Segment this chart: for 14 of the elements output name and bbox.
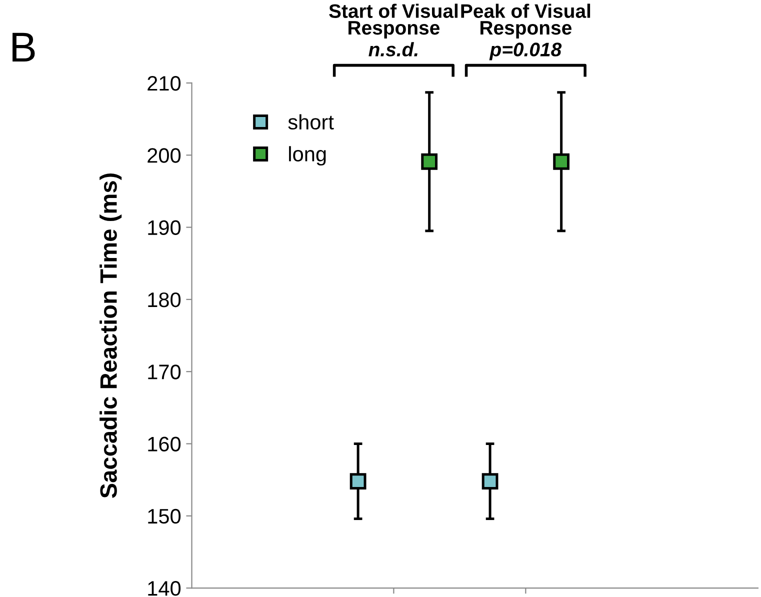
text: p=0.018 (489, 42, 562, 60)
y-tick-label: 170 (148, 364, 181, 380)
y-tick-label: 150 (148, 508, 181, 524)
legend-label: long (289, 146, 326, 166)
y-tick-label: 180 (148, 292, 181, 308)
legend-label: short (288, 114, 334, 130)
y-axis-title: Saccadic Reaction Time (ms) (100, 174, 122, 498)
y-tick-label: 160 (148, 436, 181, 452)
text: B (12, 32, 35, 62)
y-tick-label: 140 (148, 581, 181, 596)
text: n.s.d. (368, 42, 418, 56)
y-tick-label: 190 (148, 220, 181, 236)
y-tick-label: 210 (148, 76, 181, 91)
y-tick-label: 200 (148, 148, 181, 163)
